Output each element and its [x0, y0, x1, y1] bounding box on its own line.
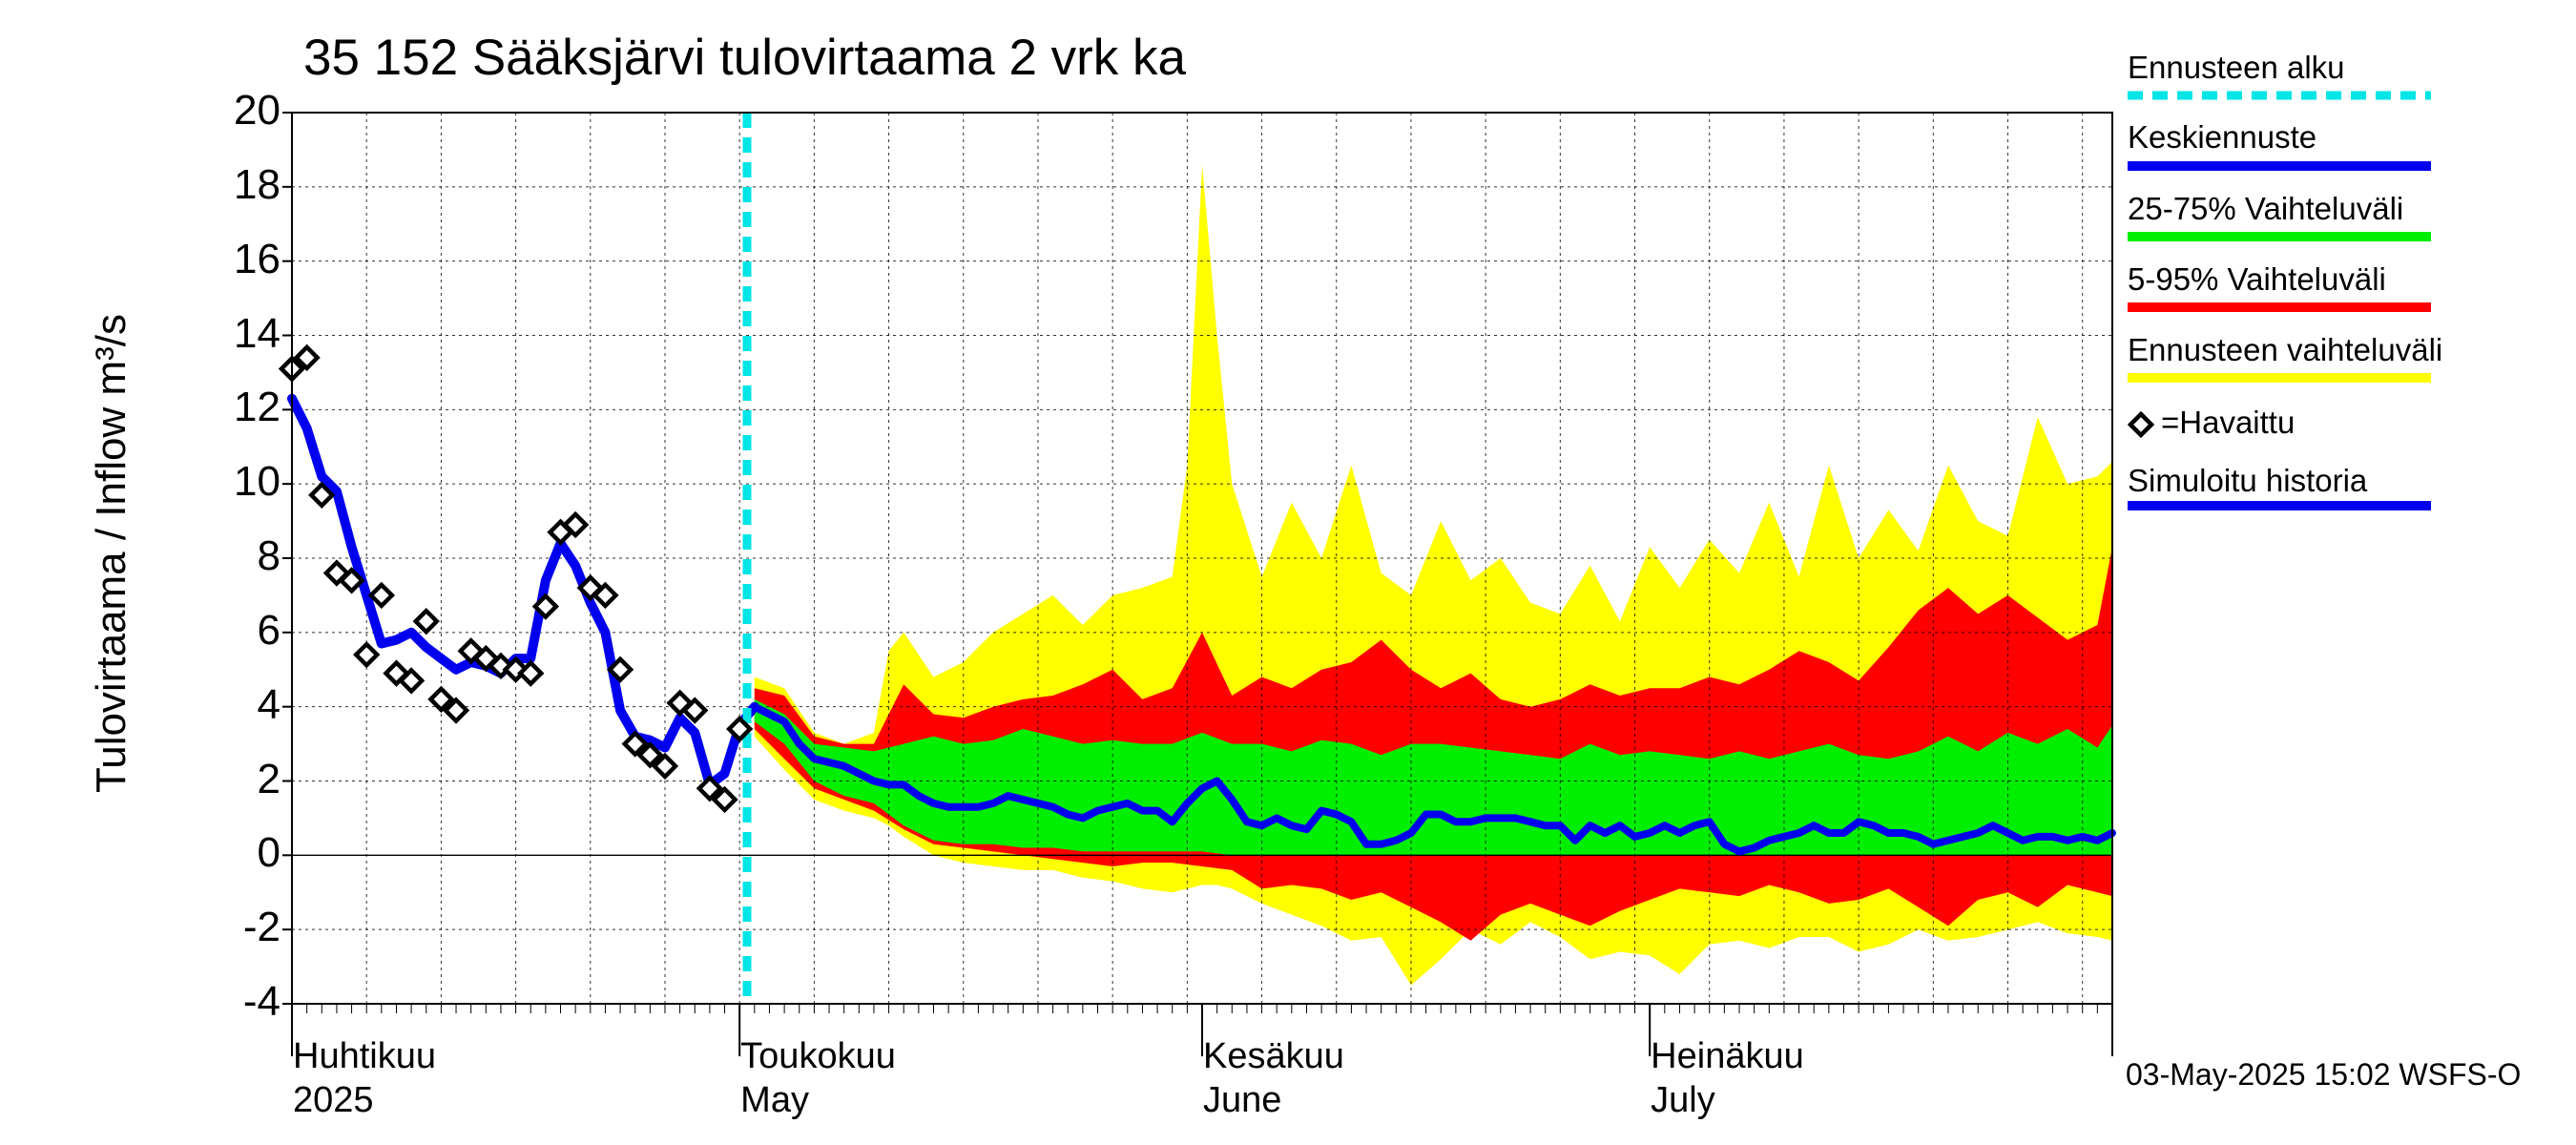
x-month-label: 2025 [293, 1080, 374, 1120]
observed-points [278, 344, 754, 814]
y-tick-label: 10 [234, 458, 280, 506]
legend-forecast-start: Ennusteen alku [2128, 50, 2345, 85]
observed-point [621, 730, 649, 758]
observed-point [561, 510, 590, 539]
forecast-bands [754, 164, 2112, 986]
observed-point [696, 775, 724, 802]
y-axis-label: Tulovirtaama / Inflow m³/s [88, 313, 135, 794]
observed-point [651, 752, 679, 781]
y-tick-label: -4 [242, 978, 280, 1025]
observed-point [397, 667, 426, 695]
y-tick-label: 6 [257, 606, 280, 654]
observed-point [308, 481, 336, 510]
observed-point [681, 697, 709, 724]
timestamp-footer: 03-May-2025 15:02 WSFS-O [2126, 1057, 2522, 1092]
y-tick-label: 20 [234, 87, 280, 134]
plot-frame [282, 112, 2113, 1056]
observed-point [531, 593, 560, 620]
y-tick-label: 2 [257, 755, 280, 802]
y-tick-label: 12 [234, 384, 280, 431]
legend-swatches [2127, 91, 2431, 510]
y-tick-label: -2 [242, 904, 280, 951]
observed-point [427, 685, 455, 714]
observed-point [725, 715, 754, 743]
y-tick-label: 18 [234, 160, 280, 208]
chart-title: 35 152 Sääksjärvi tulovirtaama 2 vrk ka [303, 30, 1186, 86]
simulated-history-line [287, 393, 759, 790]
observed-point [412, 607, 440, 635]
x-month-label: Toukokuu [740, 1036, 896, 1076]
y-tick-label: 4 [257, 680, 280, 728]
y-tick-label: 16 [234, 235, 280, 282]
y-tick-label: 0 [257, 829, 280, 877]
legend-band-25-75: 25-75% Vaihteluväli [2128, 191, 2404, 226]
observed-point [592, 581, 619, 610]
x-month-label: Kesäkuu [1203, 1036, 1344, 1076]
x-month-label: May [740, 1080, 809, 1120]
legend-swatch-observed [2127, 410, 2155, 439]
observed-point [338, 567, 365, 594]
legend-band-5-95: 5-95% Vaihteluväli [2128, 261, 2386, 297]
observed-point [606, 656, 634, 683]
x-month-label: Heinäkuu [1651, 1036, 1804, 1076]
grid-lines [291, 112, 2112, 1005]
observed-point [517, 659, 545, 687]
legend-mean: Keskiennuste [2128, 119, 2317, 155]
observed-point [353, 641, 381, 669]
legend-band-full: Ennusteen vaihteluväli [2128, 332, 2443, 367]
x-month-label: June [1203, 1080, 1282, 1120]
observed-point [442, 697, 470, 724]
observed-point [636, 741, 664, 769]
observed-point [711, 785, 738, 814]
legend-observed: =Havaittu [2161, 405, 2296, 440]
mean-forecast-line [750, 702, 2116, 856]
observed-point [293, 344, 321, 372]
legend-simulated: Simuloitu historia [2128, 463, 2368, 498]
observed-point [367, 581, 396, 610]
y-tick-label: 8 [257, 532, 280, 579]
x-month-label: Huhtikuu [293, 1036, 436, 1076]
x-month-label: July [1651, 1080, 1715, 1120]
series-lines [287, 113, 2116, 1004]
y-tick-label: 14 [234, 309, 280, 357]
